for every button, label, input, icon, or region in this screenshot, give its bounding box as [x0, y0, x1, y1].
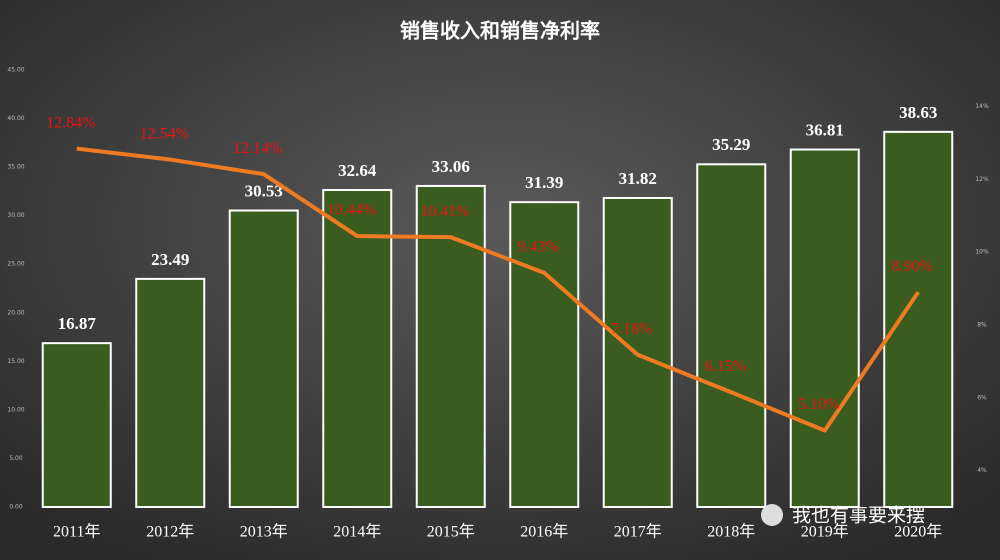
- line-value-label: 7.18%: [611, 320, 652, 337]
- x-tick-label: 2020年: [894, 523, 942, 541]
- bar-value-label: 30.53: [245, 181, 283, 200]
- x-tick-label: 2013年: [240, 523, 288, 541]
- bar-value-label: 31.39: [525, 173, 563, 192]
- x-tick-label: 2011年: [53, 523, 100, 541]
- line-value-label: 12.84%: [46, 114, 95, 131]
- line-value-label: 5.10%: [798, 396, 839, 413]
- y-tick-label: 35.00: [7, 164, 24, 171]
- y2-tick-label: 6%: [977, 394, 987, 401]
- bar-value-label: 33.06: [432, 157, 470, 176]
- bar-value-label: 36.81: [806, 120, 844, 139]
- watermark-group: 我也有事要来摆: [761, 504, 925, 527]
- line-value-label: 10.44%: [327, 202, 376, 219]
- bar-value-label: 31.82: [619, 169, 657, 188]
- line-value-label: 12.14%: [233, 140, 282, 157]
- bar: [322, 189, 393, 508]
- chart-title: 销售收入和销售净利率: [400, 19, 600, 43]
- watermark-icon: [761, 504, 783, 526]
- y-tick-label: 20.00: [7, 309, 24, 316]
- bar: [789, 148, 860, 508]
- line-value-label: 9.43%: [518, 239, 559, 256]
- bar: [41, 342, 112, 508]
- bar: [228, 209, 299, 508]
- y-tick-label: 10.00: [7, 406, 24, 413]
- bar-value-label: 16.87: [58, 314, 97, 333]
- line-value-label: 8.90%: [892, 258, 933, 275]
- line-value-label: 12.54%: [140, 125, 189, 142]
- y-tick-label: 15.00: [7, 358, 24, 365]
- y2-tick-label: 10%: [975, 249, 989, 256]
- line-value-label: 6.15%: [705, 358, 746, 375]
- bar-value-label: 23.49: [151, 250, 189, 269]
- bar-value-label: 38.63: [899, 103, 937, 122]
- y-tick-label: 0.00: [9, 504, 23, 511]
- x-tick-label: 2018年: [707, 523, 755, 541]
- y-tick-label: 5.00: [9, 455, 23, 462]
- x-tick-label: 2016年: [520, 523, 568, 541]
- y-tick-label: 40.00: [7, 115, 24, 122]
- y-tick-label: 30.00: [7, 212, 24, 219]
- y2-tick-label: 14%: [975, 103, 989, 110]
- bar-value-label: 32.64: [338, 161, 377, 180]
- watermark: 我也有事要来摆: [792, 505, 925, 527]
- y2-tick-label: 4%: [977, 467, 987, 474]
- bar: [415, 184, 486, 509]
- bar-value-label: 35.29: [712, 135, 750, 154]
- bar: [135, 277, 206, 508]
- y2-tick-label: 8%: [977, 321, 987, 328]
- x-tick-label: 2015年: [427, 523, 475, 541]
- bar: [883, 130, 954, 508]
- line-value-label: 10.41%: [420, 203, 469, 220]
- x-tick-label: 2019年: [801, 523, 849, 541]
- y-tick-label: 45.00: [7, 67, 24, 74]
- y-tick-label: 25.00: [7, 261, 24, 268]
- y2-tick-label: 12%: [975, 176, 989, 183]
- line: [76, 146, 920, 433]
- x-tick-label: 2014年: [333, 523, 381, 541]
- bar: [509, 201, 580, 509]
- x-tick-label: 2017年: [614, 523, 662, 541]
- x-tick-label: 2012年: [146, 523, 194, 541]
- bar: [696, 163, 767, 508]
